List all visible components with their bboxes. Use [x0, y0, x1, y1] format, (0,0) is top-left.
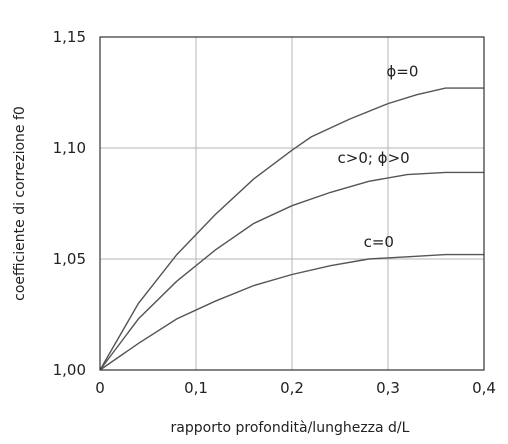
x-tick-label: 0	[95, 379, 105, 397]
x-tick-label: 0,3	[376, 379, 400, 397]
curve-labels: ϕ=0 c>0; ϕ>0 c=0	[338, 63, 419, 251]
series-label-2: c=0	[364, 233, 394, 251]
grid	[100, 37, 484, 370]
y-tick-label: 1,05	[53, 250, 86, 268]
y-tick-labels: 1,00 1,05 1,10 1,15	[53, 28, 86, 379]
x-tick-labels: 0 0,1 0,2 0,3 0,4	[95, 379, 496, 397]
plot-area-frame	[99, 36, 485, 371]
series-line-0	[99, 87, 484, 371]
y-tick-label: 1,10	[53, 139, 86, 157]
y-tick-label: 1,15	[53, 28, 86, 46]
series-label-0: ϕ=0	[386, 63, 418, 81]
y-tick-label: 1,00	[53, 361, 86, 379]
series-line-2	[99, 253, 484, 371]
series-line-1	[99, 171, 484, 371]
x-tick-label: 0,2	[280, 379, 304, 397]
y-axis-label: coefficiente di correzione f0	[12, 106, 28, 301]
x-tick-label: 0,1	[184, 379, 208, 397]
x-axis-label: rapporto profondità/lunghezza d/L	[171, 420, 410, 436]
x-tick-label: 0,4	[472, 379, 496, 397]
series-label-1: c>0; ϕ>0	[338, 149, 410, 167]
curves	[99, 87, 484, 371]
